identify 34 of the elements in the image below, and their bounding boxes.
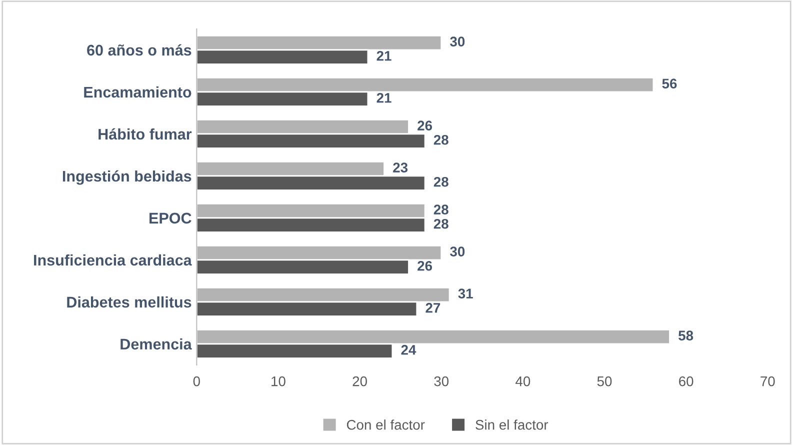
data-label: 28: [434, 218, 448, 229]
y-tick-label: Diabetes mellitus: [67, 296, 192, 308]
y-tick-label: Demencia: [120, 338, 192, 350]
data-label: 21: [376, 92, 392, 103]
data-label: 23: [393, 162, 408, 173]
data-label: 24: [401, 344, 416, 355]
data-label: 27: [426, 302, 440, 313]
data-label: 26: [418, 120, 432, 131]
y-tick-label: Ingestión bebidas: [62, 170, 192, 185]
legend-label: Con el factor: [346, 420, 425, 430]
y-tick-label: EPOC: [150, 212, 192, 224]
x-tick-label: 40: [516, 376, 530, 386]
data-label: 28: [434, 204, 448, 214]
y-tick-label: 60 años o más: [87, 44, 192, 56]
y-tick-label: Hábito fumar: [98, 128, 192, 140]
data-label: 31: [458, 288, 473, 299]
x-tick-label: 50: [597, 376, 612, 386]
data-label: 30: [450, 36, 465, 47]
x-tick-label: 20: [352, 376, 367, 386]
x-tick-label: 30: [434, 376, 449, 386]
x-tick-label: 60: [679, 376, 694, 386]
x-tick-label: 10: [272, 376, 286, 386]
data-label: 58: [678, 330, 694, 340]
data-label: 26: [418, 260, 432, 271]
x-tick-label: 70: [760, 376, 775, 386]
data-label: 28: [434, 176, 448, 187]
data-label: 56: [662, 78, 677, 89]
y-tick-label: Encamamiento: [84, 86, 192, 98]
data-label: 28: [434, 134, 448, 145]
x-tick-label: 0: [193, 376, 200, 386]
data-label: 30: [450, 246, 465, 257]
y-tick-label: Insuficiencia cardiaca: [34, 254, 192, 266]
legend-label: Sin el factor: [476, 420, 548, 430]
data-label: 21: [376, 50, 392, 61]
